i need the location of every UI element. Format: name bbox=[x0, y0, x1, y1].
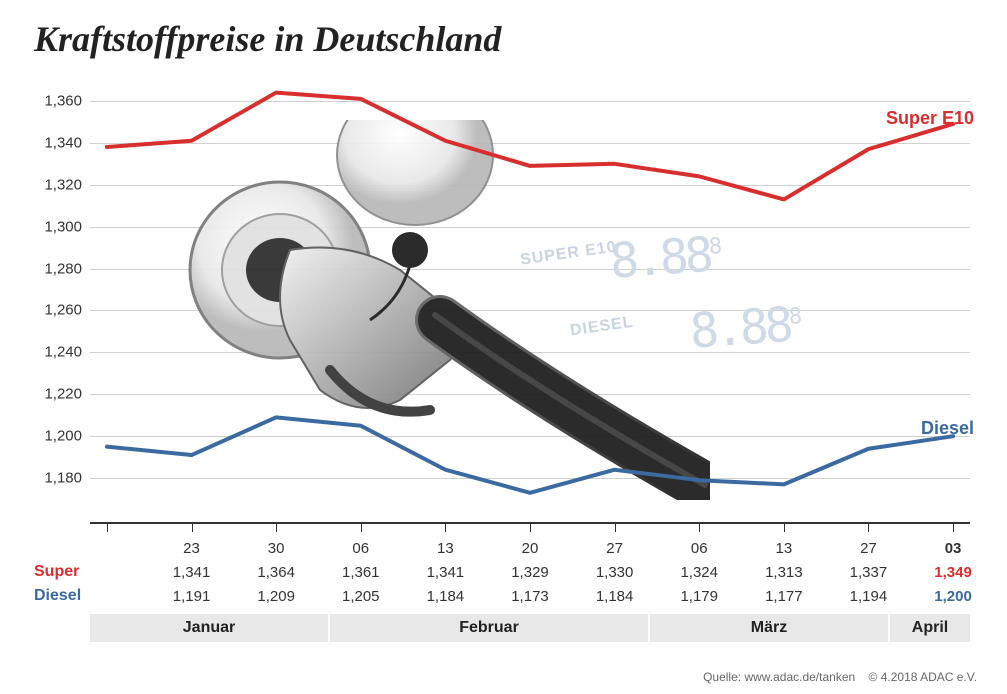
table-cell: 1,329 bbox=[488, 564, 573, 581]
y-axis-label: 1,240 bbox=[32, 344, 82, 361]
y-axis-label: 1,260 bbox=[32, 302, 82, 319]
table-cell: 23 bbox=[149, 540, 234, 557]
data-table: 23300613202706132703Super1,3411,3641,361… bbox=[20, 536, 980, 608]
table-cell: 1,177 bbox=[742, 588, 827, 605]
x-axis-tick bbox=[192, 522, 193, 532]
table-cell: 1,337 bbox=[826, 564, 911, 581]
month-segment: Januar bbox=[90, 614, 330, 642]
table-cell: 1,205 bbox=[318, 588, 403, 605]
y-axis-label: 1,300 bbox=[32, 218, 82, 235]
table-cell: 1,191 bbox=[149, 588, 234, 605]
y-axis-label: 1,200 bbox=[32, 428, 82, 445]
table-cell: 20 bbox=[488, 540, 573, 557]
page-title: Kraftstoffpreise in Deutschland bbox=[34, 18, 501, 60]
month-segment: April bbox=[890, 614, 970, 642]
table-cell: 30 bbox=[234, 540, 319, 557]
x-axis-tick bbox=[361, 522, 362, 532]
x-axis-tick bbox=[530, 522, 531, 532]
x-axis-tick bbox=[276, 522, 277, 532]
y-axis-label: 1,360 bbox=[32, 92, 82, 109]
x-axis-tick bbox=[107, 522, 108, 532]
chart-lines bbox=[90, 80, 970, 520]
table-cell: 1,349 bbox=[911, 564, 996, 581]
table-cell: 1,361 bbox=[318, 564, 403, 581]
table-cell: 06 bbox=[657, 540, 742, 557]
table-row-label: Diesel bbox=[20, 587, 100, 605]
table-row-label: Super bbox=[20, 563, 100, 581]
y-axis-label: 1,280 bbox=[32, 260, 82, 277]
table-cell: 1,330 bbox=[572, 564, 657, 581]
x-axis-tick bbox=[953, 522, 954, 532]
table-cell: 1,184 bbox=[572, 588, 657, 605]
y-axis-label: 1,340 bbox=[32, 134, 82, 151]
x-axis-tick bbox=[784, 522, 785, 532]
month-segment: Februar bbox=[330, 614, 650, 642]
footer: Quelle: www.adac.de/tanken © 4.2018 ADAC… bbox=[703, 670, 977, 684]
table-cell: 06 bbox=[318, 540, 403, 557]
y-axis-label: 1,180 bbox=[32, 470, 82, 487]
x-axis-tick bbox=[445, 522, 446, 532]
x-axis-tick bbox=[868, 522, 869, 532]
month-segment: März bbox=[650, 614, 890, 642]
y-axis-label: 1,220 bbox=[32, 386, 82, 403]
table-row: 23300613202706132703 bbox=[20, 536, 980, 560]
x-axis-tick bbox=[615, 522, 616, 532]
x-axis-tick bbox=[699, 522, 700, 532]
table-cell: 13 bbox=[403, 540, 488, 557]
table-cell: 27 bbox=[826, 540, 911, 557]
chart-area: 1,1801,2001,2201,2401,2601,2801,3001,320… bbox=[90, 80, 970, 520]
table-cell: 1,179 bbox=[657, 588, 742, 605]
month-row: JanuarFebruarMärzApril bbox=[90, 614, 970, 642]
table-cell: 1,194 bbox=[826, 588, 911, 605]
table-cell: 13 bbox=[742, 540, 827, 557]
footer-source-label: Quelle: bbox=[703, 670, 741, 684]
table-cell: 1,341 bbox=[403, 564, 488, 581]
table-row: Super1,3411,3641,3611,3411,3291,3301,324… bbox=[20, 560, 980, 584]
table-cell: 1,184 bbox=[403, 588, 488, 605]
y-axis-label: 1,320 bbox=[32, 176, 82, 193]
table-cell: 1,173 bbox=[488, 588, 573, 605]
footer-source-url: www.adac.de/tanken bbox=[744, 670, 855, 684]
table-cell: 1,341 bbox=[149, 564, 234, 581]
table-cell: 1,209 bbox=[234, 588, 319, 605]
table-cell: 1,324 bbox=[657, 564, 742, 581]
table-cell: 03 bbox=[911, 540, 996, 557]
table-cell: 1,200 bbox=[911, 588, 996, 605]
table-cell: 1,313 bbox=[742, 564, 827, 581]
table-row: Diesel1,1911,2091,2051,1841,1731,1841,17… bbox=[20, 584, 980, 608]
footer-copyright: © 4.2018 ADAC e.V. bbox=[869, 670, 977, 684]
table-cell: 1,364 bbox=[234, 564, 319, 581]
table-cell: 27 bbox=[572, 540, 657, 557]
